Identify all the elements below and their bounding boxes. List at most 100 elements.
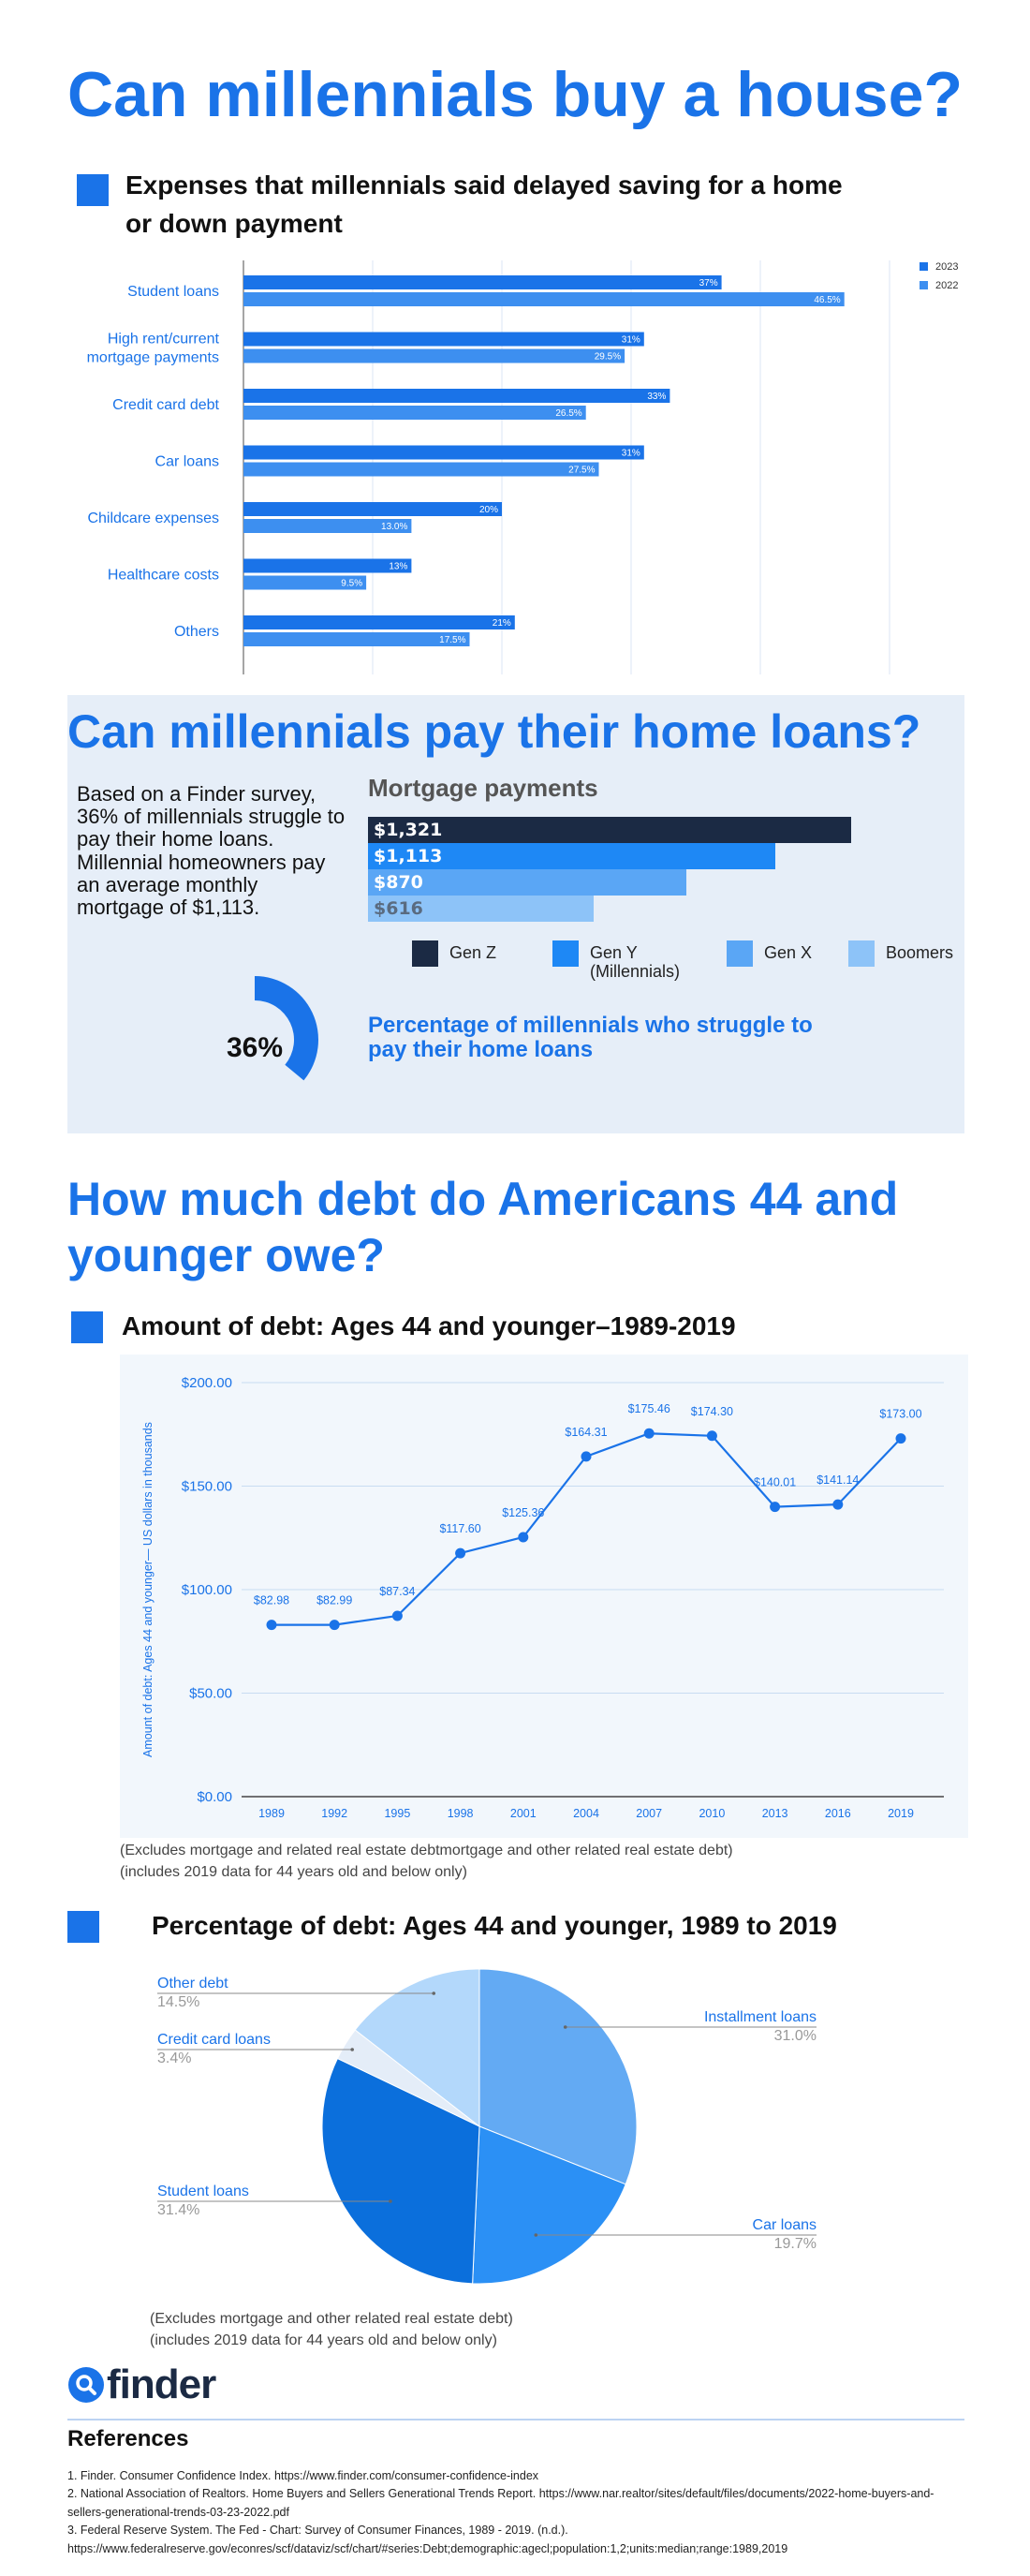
- line-note-1: (Excludes mortgage and related real esta…: [120, 1843, 733, 1858]
- legend-swatch: [727, 940, 753, 967]
- bar-2022: [243, 575, 367, 590]
- legend-label: Gen Y (Millennials): [590, 943, 681, 981]
- bar-value-label: 13%: [389, 562, 407, 572]
- data-point: [518, 1532, 529, 1543]
- legend-label: 2023: [935, 261, 958, 273]
- debt-heading: How much debt do Americans 44 and younge…: [67, 1173, 899, 1281]
- leader-dot: [432, 1991, 436, 1995]
- data-point: [391, 1610, 403, 1621]
- leader-dot: [563, 2025, 567, 2029]
- x-tick-label: 2019: [888, 1807, 914, 1820]
- x-tick-label: 2004: [573, 1807, 599, 1820]
- data-point: [770, 1502, 781, 1513]
- bar-value-label: 46.5%: [814, 295, 840, 305]
- data-point: [706, 1430, 717, 1442]
- legend-swatch: [848, 940, 875, 967]
- reference-item: 2. National Association of Realtors. Hom…: [67, 2487, 934, 2519]
- bar-value-label: 26.5%: [555, 408, 581, 419]
- y-axis-label: Amount of debt: Ages 44 and younger— US …: [141, 1422, 154, 1757]
- category-label: Car loans: [155, 454, 219, 470]
- bar-2023: [243, 332, 644, 347]
- bar-value-label: 33%: [647, 392, 666, 402]
- bar-2022: [243, 406, 586, 420]
- slice-value-label: 19.7%: [774, 2236, 817, 2252]
- y-tick-label: $100.00: [182, 1582, 232, 1598]
- section-marker-square: [77, 174, 109, 206]
- slice-name-label: Student loans: [157, 2184, 249, 2199]
- expenses-heading: Expenses that millennials said delayed s…: [125, 167, 893, 243]
- data-point: [455, 1547, 466, 1559]
- legend-swatch: [412, 940, 438, 967]
- category-label: Healthcare costs: [108, 568, 219, 584]
- bar-value-label: 37%: [699, 278, 718, 289]
- survey-text: Based on a Finder survey, 36% of millenn…: [77, 782, 346, 919]
- legend-swatch: [552, 940, 579, 967]
- x-tick-label: 2001: [510, 1807, 537, 1820]
- pie-slice: [472, 2125, 626, 2285]
- slice-value-label: 14.5%: [157, 1994, 199, 2010]
- data-point: [895, 1433, 906, 1444]
- bar-value-label: 9.5%: [341, 579, 362, 589]
- legend-item: Gen Y (Millennials): [552, 940, 680, 982]
- bar-value-label: 31%: [622, 335, 640, 346]
- pie-note-1: (Excludes mortgage and other related rea…: [150, 2311, 513, 2327]
- line-chart-note: (Excludes mortgage and related real esta…: [120, 1840, 733, 1883]
- data-label: $175.46: [628, 1402, 670, 1415]
- mortgage-bar: $1,321: [368, 817, 851, 843]
- reference-item: 1. Finder. Consumer Confidence Index. ht…: [67, 2469, 539, 2482]
- legend-swatch: [920, 262, 928, 271]
- bar-2023: [243, 615, 515, 629]
- bar-value-label: 27.5%: [568, 466, 595, 476]
- bar-2023: [243, 275, 722, 289]
- category-label: Student loans: [127, 284, 219, 300]
- bar-2023: [243, 502, 502, 516]
- x-tick-label: 1995: [384, 1807, 410, 1820]
- debt-pie-chart: Installment loans 31.0% Car loans 19.7% Stud…: [157, 1968, 817, 2285]
- slice-name-label: Other debt: [157, 1976, 228, 1991]
- data-point: [266, 1620, 277, 1631]
- data-label: $173.00: [879, 1408, 921, 1421]
- data-point: [329, 1620, 340, 1631]
- data-point: [643, 1428, 655, 1439]
- pie-chart-note: (Excludes mortgage and other related rea…: [150, 2308, 513, 2351]
- line-note-2: (includes 2019 data for 44 years old and…: [120, 1864, 467, 1881]
- leader-dot: [389, 2199, 392, 2203]
- bar-2023: [243, 445, 644, 460]
- line-chart-heading: Amount of debt: Ages 44 and younger–1989…: [122, 1311, 736, 1340]
- leader-dot: [350, 2048, 354, 2051]
- finder-logo[interactable]: finder: [67, 2361, 216, 2407]
- expenses-heading-line2: or down payment: [125, 208, 343, 238]
- pie-slice: [478, 1968, 638, 2185]
- y-tick-label: $150.00: [182, 1479, 232, 1495]
- category-label: mortgage payments: [87, 350, 219, 366]
- bar-2022: [243, 632, 470, 646]
- data-label: $125.36: [502, 1506, 544, 1519]
- section-marker-square: [71, 1311, 103, 1343]
- pie-chart-heading: Percentage of debt: Ages 44 and younger,…: [152, 1911, 837, 1940]
- slice-name-label: Installment loans: [704, 2009, 817, 2025]
- y-tick-label: $200.00: [182, 1375, 232, 1391]
- leader-dot: [534, 2233, 538, 2237]
- data-label: $141.14: [817, 1473, 859, 1487]
- struggle-caption: Percentage of millennials who struggle t…: [368, 1013, 813, 1063]
- legend-item: Gen X: [727, 940, 812, 967]
- divider: [67, 2419, 964, 2421]
- mortgage-bar: $616: [368, 896, 594, 922]
- struggle-percent-label: 36%: [227, 1032, 284, 1063]
- bar-2022: [243, 292, 845, 306]
- legend-swatch: [920, 281, 928, 289]
- data-label: $82.98: [254, 1594, 289, 1607]
- data-label: $82.99: [316, 1594, 352, 1607]
- pie-slice: [354, 1968, 480, 2128]
- bar-2023: [243, 558, 412, 573]
- finder-logo-text: finder: [107, 2361, 216, 2407]
- mortgage-legend: Gen Z Gen Y (Millennials) Gen X Boomers: [412, 940, 974, 987]
- x-tick-label: 2010: [699, 1807, 725, 1820]
- slice-name-label: Car loans: [753, 2217, 817, 2233]
- page-title: Can millennials buy a house?: [67, 59, 963, 130]
- x-tick-label: 2007: [636, 1807, 662, 1820]
- y-tick-label: $0.00: [197, 1789, 232, 1805]
- data-point: [832, 1499, 844, 1510]
- slice-value-label: 3.4%: [157, 2050, 191, 2066]
- finder-search-icon: [68, 2367, 104, 2403]
